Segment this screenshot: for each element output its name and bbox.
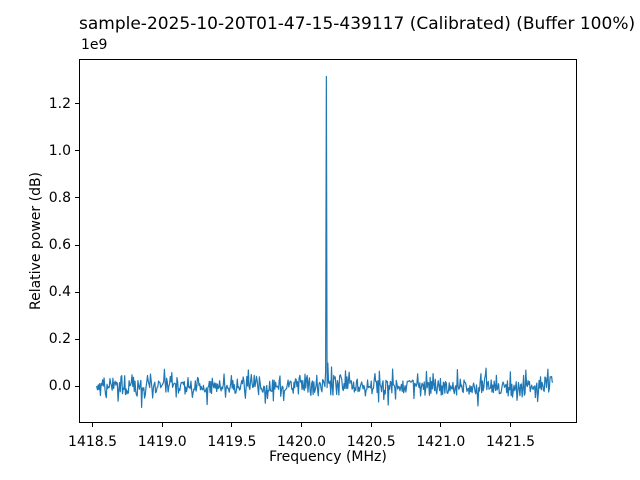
x-tick-mark <box>510 423 512 427</box>
x-tick-label: 1419.0 <box>137 434 187 450</box>
y-tick-mark <box>75 338 79 340</box>
y-tick-label: 0.8 <box>48 189 71 206</box>
x-tick-label: 1420.0 <box>277 434 327 450</box>
y-tick-mark <box>75 150 79 152</box>
chart-title: sample-2025-10-20T01-47-15-439117 (Calib… <box>79 14 636 34</box>
x-tick-mark <box>161 423 163 427</box>
y-tick-mark <box>75 244 79 246</box>
x-tick-label: 1421.5 <box>486 434 536 450</box>
y-tick-label: 0.6 <box>48 237 71 253</box>
y-tick-label: 1.2 <box>48 95 71 112</box>
y-tick-mark <box>75 385 79 387</box>
y-tick-label: 0.0 <box>48 378 71 395</box>
x-axis-label: Frequency (MHz) <box>269 449 387 465</box>
x-tick-label: 1421.0 <box>416 434 466 450</box>
y-tick-mark <box>75 197 79 199</box>
x-tick-mark <box>92 423 94 427</box>
y-tick-mark <box>75 103 79 105</box>
y-axis-offset-label: 1e9 <box>81 37 108 53</box>
x-tick-label: 1420.5 <box>346 434 396 450</box>
plot-area <box>79 59 577 423</box>
x-tick-label: 1418.5 <box>68 434 118 450</box>
x-tick-label: 1419.5 <box>207 434 257 450</box>
x-tick-mark <box>440 423 442 427</box>
y-tick-label: 1.0 <box>48 142 71 159</box>
y-tick-label: 0.2 <box>48 331 71 348</box>
spectrum-line <box>96 75 553 409</box>
x-tick-mark <box>370 423 372 427</box>
y-tick-mark <box>75 291 79 293</box>
x-tick-mark <box>231 423 233 427</box>
y-tick-label: 0.4 <box>48 284 71 301</box>
x-tick-mark <box>301 423 303 427</box>
